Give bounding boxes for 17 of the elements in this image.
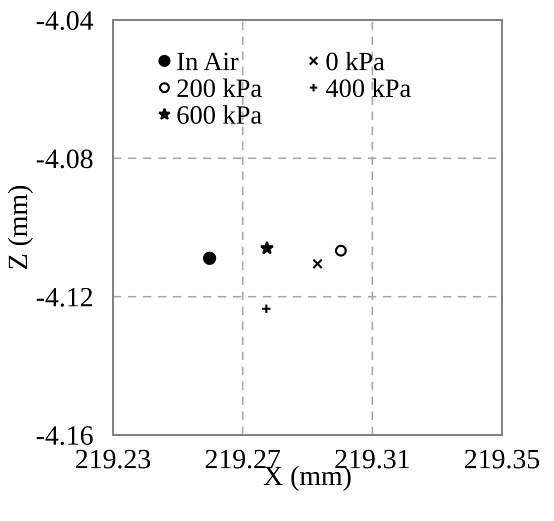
- y-tick-label: -4.04: [36, 11, 94, 30]
- x-tick-label: 219.23: [76, 450, 150, 469]
- y-tick-label: -4.12: [36, 288, 92, 307]
- point: [261, 304, 272, 314]
- point: [203, 252, 216, 265]
- point: [260, 240, 274, 254]
- legend-label: 400 kPa: [326, 78, 411, 98]
- legend-label: In Air: [177, 52, 238, 70]
- legend-label: 200 kPa: [177, 78, 262, 98]
- y-tick-label: -4.08: [36, 150, 92, 168]
- point: [312, 258, 323, 270]
- y-axis-title: Z (mm): [8, 186, 33, 269]
- legend-label: 0 kPa: [326, 52, 384, 70]
- y-tick-label: -4.16: [36, 426, 93, 446]
- x-tick-label: 219.35: [465, 450, 540, 469]
- point: [334, 244, 347, 257]
- legend-label: 600 kPa: [177, 105, 262, 124]
